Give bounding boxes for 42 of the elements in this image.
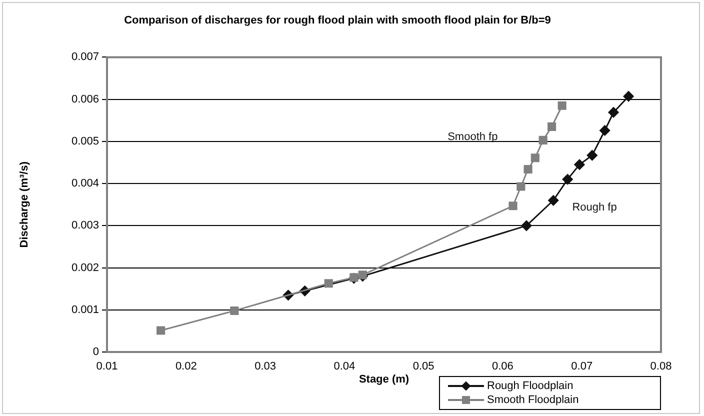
annotation: Rough fp — [572, 202, 617, 214]
x-tick-label: 0.04 — [334, 360, 356, 373]
point — [623, 91, 634, 102]
y-tick-label: 0.001 — [71, 304, 99, 316]
point — [516, 182, 526, 191]
legend-label: Rough Floodplain — [487, 379, 574, 393]
point — [530, 154, 540, 162]
point — [548, 195, 559, 206]
x-tick-label: 0.03 — [254, 360, 276, 373]
point — [586, 150, 598, 161]
point — [524, 164, 532, 174]
annotation: Smooth fp — [448, 130, 498, 143]
x-tick-label: 0.02 — [175, 360, 197, 373]
y-tick-label: 0.007 — [71, 51, 99, 64]
y-tick-label: 0.002 — [71, 262, 99, 274]
x-tick-label: 0.05 — [412, 360, 434, 373]
y-tick-label: 0 — [92, 346, 99, 358]
y-tick-label: 0.006 — [71, 93, 99, 106]
point — [156, 326, 166, 335]
chart-title: Comparison of discharges for rough flood plain with smooth flood plain for B/b=9 — [124, 14, 551, 27]
y-tick-label: 0.004 — [71, 178, 99, 190]
x-tick-label: 0.01 — [96, 360, 118, 373]
point — [558, 101, 566, 110]
point — [358, 270, 367, 280]
x-tick-label: 0.08 — [650, 360, 672, 373]
legend-label: Smooth Floodplain — [487, 393, 579, 407]
point — [600, 125, 610, 136]
point — [547, 122, 556, 131]
point — [508, 202, 518, 210]
x-tick-label: 0.06 — [492, 360, 514, 373]
point — [521, 220, 532, 231]
y-axis-title: Discharge (m³/s) — [18, 161, 31, 248]
point — [538, 136, 548, 144]
point — [230, 306, 239, 316]
point — [574, 159, 585, 170]
y-tick-label: 0.005 — [71, 135, 99, 148]
x-tick-label: 0.07 — [571, 360, 593, 373]
point — [608, 107, 619, 118]
y-tick-label: 0.003 — [71, 220, 99, 232]
point — [324, 279, 333, 288]
x-axis-title: Stage (m) — [358, 373, 410, 386]
point — [562, 174, 573, 185]
